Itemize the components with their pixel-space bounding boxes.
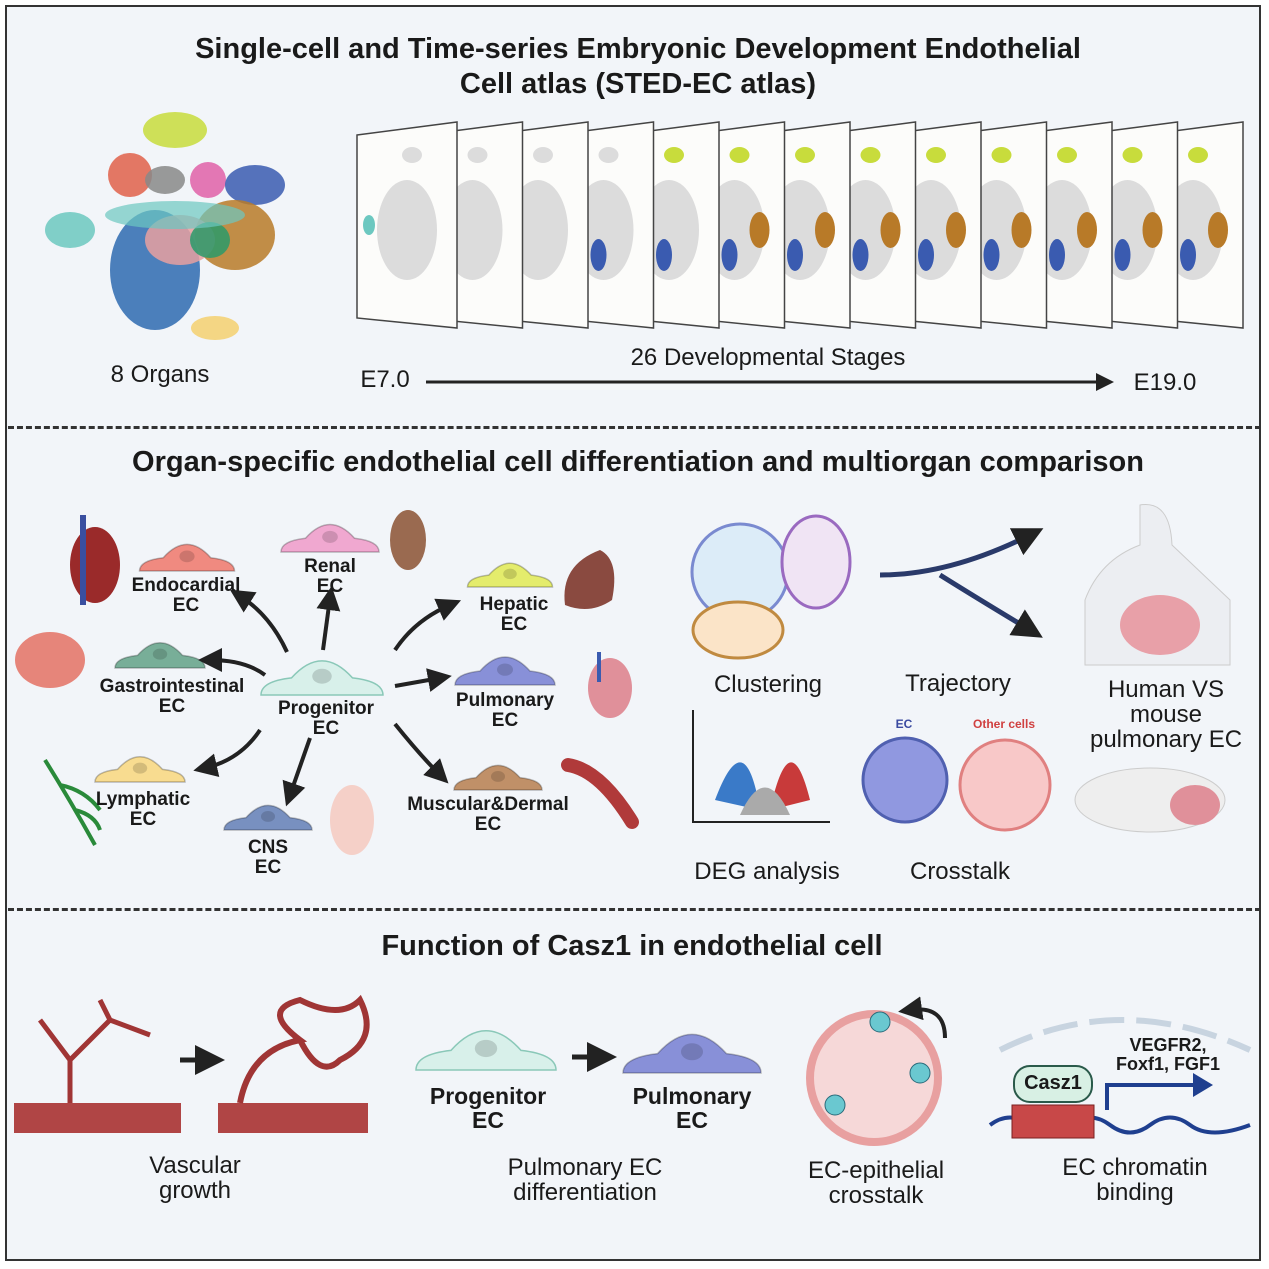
progenitor-ec-cell bbox=[260, 660, 384, 696]
comparison-label: Human VS mouse pulmonary EC bbox=[1089, 676, 1243, 754]
atlas-title-line1: Single-cell and Time-series Embryonic De… bbox=[195, 33, 1081, 65]
cns-ec-label: CNS EC bbox=[247, 837, 289, 878]
vascular-growth-icon bbox=[14, 994, 370, 1133]
ec-cell-muscular-dermal bbox=[453, 764, 543, 791]
organs-label: 8 Organs bbox=[110, 361, 210, 388]
alveolus-icon bbox=[806, 996, 947, 1146]
ec-cell-lymphatic bbox=[94, 756, 186, 783]
deg-analysis-label: DEG analysis bbox=[694, 858, 840, 885]
chromatin-icon bbox=[988, 1017, 1252, 1139]
umap-plot-all-organs bbox=[45, 112, 285, 340]
crosstalk-label: Crosstalk bbox=[909, 858, 1011, 885]
clustering-label: Clustering bbox=[713, 671, 823, 698]
trajectory-icon bbox=[879, 528, 1044, 638]
kidney-icon bbox=[390, 510, 426, 570]
clustering-icon bbox=[690, 514, 852, 660]
casz1-protein-label: Casz1 bbox=[1024, 1072, 1082, 1094]
start-stage-label: E7.0 bbox=[360, 366, 410, 393]
umap-cluster bbox=[143, 112, 207, 148]
umap-cluster bbox=[45, 212, 95, 248]
pulmonary-ec-label: Pulmonary EC bbox=[455, 690, 555, 731]
umap-cluster bbox=[108, 153, 152, 197]
umap-cluster bbox=[145, 166, 185, 194]
organ-icons bbox=[15, 510, 639, 855]
stages-label: 26 Developmental Stages bbox=[630, 344, 906, 371]
differentiation-cells bbox=[94, 523, 762, 1074]
atlas-title-line2: Cell atlas (STED-EC atlas) bbox=[459, 68, 817, 100]
human-mouse-icon bbox=[1074, 504, 1231, 833]
differentiation-title: Organ-specific endothelial cell differen… bbox=[132, 446, 1144, 478]
liver-icon bbox=[564, 550, 615, 609]
umap-cluster bbox=[225, 165, 285, 205]
section-divider bbox=[8, 426, 1261, 429]
muscle-icon bbox=[561, 758, 639, 829]
heart-icon bbox=[70, 527, 120, 603]
umap-cluster bbox=[105, 201, 245, 229]
casz1-pulmonary-label: Pulmonary EC bbox=[632, 1083, 752, 1134]
ec-cell-pulmonary bbox=[454, 656, 556, 686]
crosstalk-other-cells-label: Other cells bbox=[972, 717, 1036, 731]
volcano-plot-icon bbox=[692, 710, 830, 823]
ec-cell-hepatic bbox=[466, 562, 554, 588]
renal-ec-label: Renal EC bbox=[304, 556, 356, 597]
umap-cluster bbox=[191, 316, 239, 340]
ec-chromatin-binding-label: EC chromatin binding bbox=[1062, 1154, 1208, 1207]
ec-cell-endocardial bbox=[138, 543, 236, 572]
section-divider bbox=[8, 908, 1261, 911]
ec-epithelial-crosstalk-label: EC-epithelial crosstalk bbox=[807, 1157, 945, 1210]
lymphatic-ec-label: Lymphatic EC bbox=[95, 789, 191, 830]
endocardial-ec-label: Endocardial EC bbox=[131, 575, 241, 616]
ec-cell-cns bbox=[223, 804, 313, 831]
ec-cell-gastrointestinal bbox=[114, 642, 206, 669]
brain-icon bbox=[330, 785, 374, 855]
target-genes-label: VEGFR2, Foxf1, FGF1 bbox=[1115, 1035, 1221, 1074]
end-stage-label: E19.0 bbox=[1133, 369, 1197, 396]
ec-cell-renal bbox=[280, 523, 380, 553]
vascular-growth-label: Vascular growth bbox=[149, 1152, 241, 1205]
stage-panel bbox=[356, 121, 458, 329]
progenitor-ec-label: Progenitor EC bbox=[277, 698, 375, 739]
casz1-progenitor-label: Progenitor EC bbox=[429, 1083, 547, 1134]
umap-cluster bbox=[190, 222, 230, 258]
umap-cluster bbox=[190, 162, 226, 198]
casz1-pulmonary-cell bbox=[622, 1033, 762, 1074]
differentiation-arrows bbox=[193, 586, 462, 807]
stage-umap-panels bbox=[356, 121, 1244, 329]
casz1-title: Function of Casz1 in endothelial cell bbox=[381, 930, 883, 962]
gastrointestinal-ec-label: Gastrointestinal EC bbox=[99, 676, 245, 717]
pulmonary-differentiation-label: Pulmonary EC differentiation bbox=[507, 1154, 663, 1207]
lung-icon bbox=[588, 658, 632, 718]
muscular-dermal-ec-label: Muscular&Dermal EC bbox=[407, 794, 569, 835]
casz1-progenitor-cell bbox=[415, 1030, 557, 1071]
crosstalk-ec-label: EC bbox=[895, 717, 913, 731]
crosstalk-icon bbox=[861, 736, 1052, 832]
intestine-icon bbox=[15, 632, 85, 688]
trajectory-label: Trajectory bbox=[905, 670, 1011, 697]
hepatic-ec-label: Hepatic EC bbox=[479, 594, 549, 635]
lymph-vessel-icon bbox=[43, 758, 102, 846]
